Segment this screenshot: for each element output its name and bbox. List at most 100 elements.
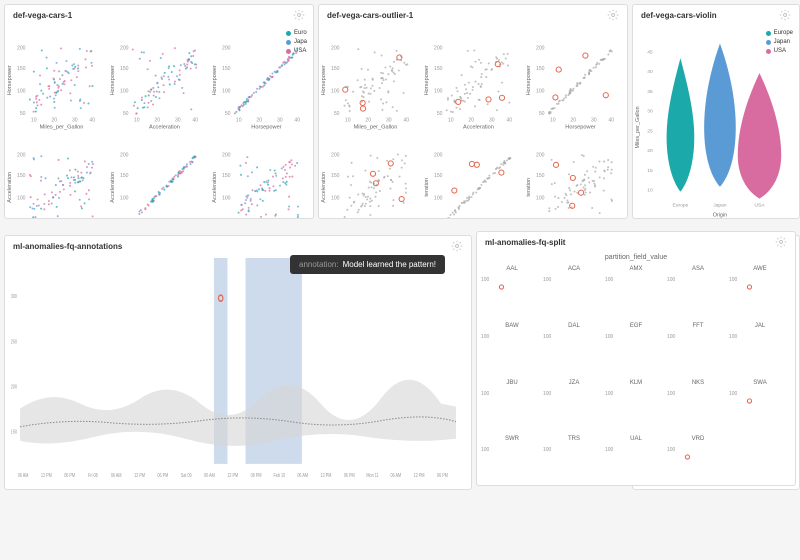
svg-text:Horsepower: Horsepower — [252, 124, 282, 130]
svg-text:50: 50 — [539, 218, 545, 219]
svg-text:45: 45 — [647, 49, 653, 55]
svg-text:100: 100 — [17, 89, 26, 95]
split-SWR: SWR100 — [481, 435, 543, 486]
scatter-0: Horsepower Miles_per_Gallon 50100150200 … — [5, 27, 108, 134]
svg-text:100: 100 — [536, 195, 545, 201]
svg-text:200: 200 — [120, 152, 129, 158]
svg-text:Horsepower: Horsepower — [7, 65, 13, 95]
svg-text:Horsepower: Horsepower — [566, 124, 596, 130]
annotation-tooltip: annotation:Model learned the pattern! — [290, 255, 445, 274]
svg-text:150: 150 — [17, 66, 26, 72]
svg-text:150: 150 — [11, 429, 18, 435]
scatter-outlier-1: Horsepower Acceleration 50100150200 1020… — [422, 27, 525, 134]
svg-text:Horsepower: Horsepower — [212, 65, 218, 95]
panel-title: def-vega-cars-outlier-1 — [327, 11, 413, 20]
panel-title: def-vega-cars-1 — [13, 11, 72, 20]
svg-text:Acceleration: Acceleration — [321, 171, 327, 202]
svg-text:06 AM: 06 AM — [297, 472, 308, 478]
panel-title: def-vega-cars-violin — [641, 11, 717, 20]
svg-text:Sat 09: Sat 09 — [181, 472, 192, 478]
svg-text:06 PM: 06 PM — [344, 472, 355, 478]
scatter-outlier-4: teration Acceleration 50100150200 102030… — [422, 134, 525, 220]
svg-text:10: 10 — [647, 188, 653, 194]
svg-text:200: 200 — [120, 45, 129, 51]
svg-text:150: 150 — [222, 172, 231, 178]
svg-text:Acceleration: Acceleration — [7, 171, 13, 202]
svg-text:12 PM: 12 PM — [134, 472, 145, 478]
svg-text:12 PM: 12 PM — [227, 472, 238, 478]
svg-text:200: 200 — [222, 152, 231, 158]
svg-text:200: 200 — [331, 45, 340, 51]
svg-text:40: 40 — [506, 117, 512, 123]
scatter-4: Acceleration Acceleration 50100150200 10… — [108, 134, 211, 220]
panel-title: ml-anomalies-fq-split — [485, 238, 565, 247]
svg-text:06 AM: 06 AM — [18, 472, 29, 478]
svg-text:06 PM: 06 PM — [64, 472, 75, 478]
svg-text:150: 150 — [536, 66, 545, 72]
scatter-5: Acceleration Horsepower 50100150200 1020… — [210, 134, 313, 220]
svg-text:300: 300 — [11, 294, 18, 300]
svg-text:15: 15 — [647, 168, 653, 174]
svg-text:06 PM: 06 PM — [437, 472, 448, 478]
svg-text:teration: teration — [424, 177, 430, 196]
svg-text:06 PM: 06 PM — [157, 472, 168, 478]
svg-text:Japan: Japan — [713, 202, 727, 208]
gear-icon[interactable] — [451, 240, 463, 252]
svg-text:20: 20 — [468, 117, 474, 123]
svg-text:Acceleration: Acceleration — [463, 125, 494, 131]
svg-text:100: 100 — [331, 195, 340, 201]
svg-text:20: 20 — [51, 117, 57, 123]
gear-icon[interactable] — [607, 9, 619, 21]
split-JAL: JAL100 — [729, 322, 791, 379]
svg-text:Horsepower: Horsepower — [321, 65, 327, 95]
svg-text:50: 50 — [539, 111, 545, 117]
svg-text:40: 40 — [89, 117, 95, 123]
split-AWE: AWE100 — [729, 265, 791, 322]
svg-text:40: 40 — [295, 117, 301, 123]
scatter-3: Acceleration Miles_per_Gallon 5010015020… — [5, 134, 108, 220]
gear-icon[interactable] — [775, 236, 787, 248]
svg-text:Origin: Origin — [713, 212, 727, 218]
svg-text:200: 200 — [17, 45, 26, 51]
svg-text:200: 200 — [434, 152, 443, 158]
split-ASA: ASA100 — [667, 265, 729, 322]
svg-text:Horsepower: Horsepower — [526, 65, 532, 95]
split-VRD: VRD100 — [667, 435, 729, 486]
split-ACA: ACA100 — [543, 265, 605, 322]
split-JBU: JBU100 — [481, 379, 543, 436]
gear-icon[interactable] — [293, 9, 305, 21]
svg-text:10: 10 — [448, 117, 454, 123]
svg-text:30: 30 — [277, 117, 283, 123]
split-AAL: AAL100 — [481, 265, 543, 322]
svg-text:20: 20 — [571, 117, 577, 123]
svg-text:50: 50 — [122, 218, 128, 219]
split-NKS: NKS100 — [667, 379, 729, 436]
svg-text:150: 150 — [331, 66, 340, 72]
scatter-outlier-3: Acceleration Miles_per_Gallon 5010015020… — [319, 134, 422, 220]
split-FFT: FFT100 — [667, 322, 729, 379]
svg-text:50: 50 — [334, 111, 340, 117]
panel-violin: def-vega-cars-violin Europe Japan USA Mi… — [632, 4, 800, 219]
svg-text:200: 200 — [434, 45, 443, 51]
svg-text:100: 100 — [17, 195, 26, 201]
svg-text:150: 150 — [17, 172, 26, 178]
svg-text:50: 50 — [436, 111, 442, 117]
split- — [729, 435, 791, 486]
svg-text:10: 10 — [236, 117, 242, 123]
split-BAW: BAW100 — [481, 322, 543, 379]
svg-text:200: 200 — [222, 45, 231, 51]
svg-text:06 PM: 06 PM — [251, 472, 262, 478]
scatter-2: Horsepower Horsepower 50100150200 102030… — [210, 27, 313, 134]
svg-text:150: 150 — [434, 66, 443, 72]
svg-text:Mon 11: Mon 11 — [366, 472, 379, 478]
svg-text:150: 150 — [222, 66, 231, 72]
svg-text:100: 100 — [222, 195, 231, 201]
gear-icon[interactable] — [779, 9, 791, 21]
svg-text:200: 200 — [331, 152, 340, 158]
svg-text:06 AM: 06 AM — [111, 472, 122, 478]
split-UAL: UAL100 — [605, 435, 667, 486]
svg-text:250: 250 — [11, 339, 18, 345]
svg-text:200: 200 — [17, 152, 26, 158]
svg-text:Fri 08: Fri 08 — [88, 472, 98, 478]
group-title: partition_field_value — [477, 252, 795, 263]
